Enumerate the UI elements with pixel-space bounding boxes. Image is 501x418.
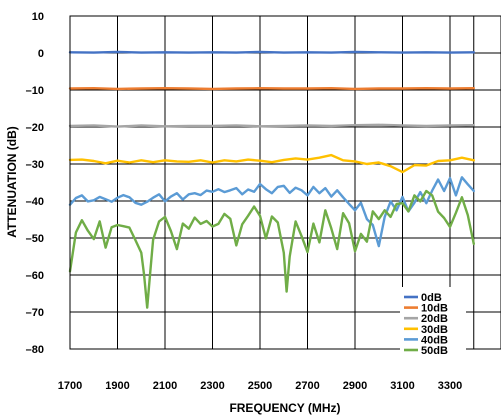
x-axis-label: FREQUENCY (MHz) <box>229 401 340 415</box>
x-tick-label: 2100 <box>153 380 177 392</box>
legend-label: 30dB <box>421 324 448 336</box>
y-tick-label: –70 <box>26 307 44 319</box>
y-tick-label: 0 <box>38 48 44 60</box>
series-line-10db <box>68 86 475 91</box>
y-tick-label: –80 <box>26 344 44 356</box>
plot-frame <box>69 15 501 350</box>
legend-label: 40dB <box>421 334 448 346</box>
series-line-40db <box>68 176 475 248</box>
legend-label: 0dB <box>421 292 442 304</box>
x-tick-label: 3100 <box>390 380 414 392</box>
y-tick-labels: 10 0 –10 –20 –30 –40 –50 –60 –70 –80 <box>26 11 44 356</box>
y-tick-label: –40 <box>26 196 44 208</box>
y-axis-label: ATTENUATION (dB) <box>5 126 19 238</box>
legend-label: 50dB <box>421 345 448 357</box>
series-line-30db <box>68 153 475 174</box>
x-tick-labels: 1700 1900 2100 2300 2500 2700 2900 3100 3300 <box>58 380 462 392</box>
series-lines <box>68 50 475 309</box>
x-tick-label: 2500 <box>248 380 272 392</box>
y-tick-label: –50 <box>26 233 44 245</box>
x-tick-label: 3300 <box>438 380 462 392</box>
x-tick-label: 2900 <box>343 380 367 392</box>
legend-label: 20dB <box>421 313 448 325</box>
x-tick-label: 2300 <box>200 380 224 392</box>
y-tick-label: –20 <box>26 122 44 134</box>
legend-label: 10dB <box>421 303 448 315</box>
y-tick-label: –30 <box>26 159 44 171</box>
x-tick-label: 1900 <box>105 380 129 392</box>
x-tick-label: 2700 <box>295 380 319 392</box>
series-line-20db <box>68 123 475 128</box>
series-line-0db <box>68 50 475 54</box>
x-tick-label: 1700 <box>58 380 82 392</box>
y-tick-label: –10 <box>26 85 44 97</box>
y-tick-label: 10 <box>32 11 44 23</box>
series-line-50db <box>68 189 475 309</box>
y-tick-label: –60 <box>26 270 44 282</box>
